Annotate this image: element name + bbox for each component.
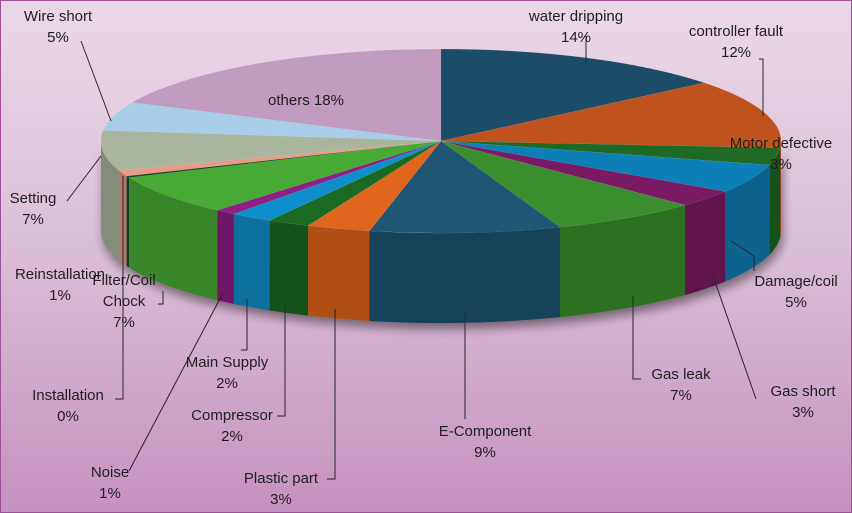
leader-line-compressor xyxy=(277,306,286,417)
leader-line-wire-short xyxy=(80,40,112,122)
data-label-reinstallation: Reinstallation 1% xyxy=(15,266,105,304)
pie-slice-main-supply[interactable] xyxy=(232,140,442,221)
data-label-e-component: E-Component 9% xyxy=(439,423,532,461)
pie-labels: water dripping 14% controller fault 12% Moto… xyxy=(10,8,838,508)
pie-side-installation xyxy=(126,176,130,268)
data-label-plastic-part: Plastic part 3% xyxy=(244,470,319,508)
leader-line-filter-coil-chock xyxy=(158,291,164,305)
pie-slice-controller-fault[interactable] xyxy=(440,82,782,149)
pie-slice-plastic-part[interactable] xyxy=(307,140,442,232)
pie-slice-water-dripping[interactable] xyxy=(440,48,706,142)
leader-line-controller-fault xyxy=(759,58,764,116)
pie-side-plastic-part xyxy=(308,225,370,321)
pie-slice-wire-short[interactable] xyxy=(102,102,442,142)
pie-side-damage-coil xyxy=(725,165,770,282)
data-label-wire-short: Wire short 5% xyxy=(24,8,93,46)
pie-slice-motor-defective[interactable] xyxy=(440,140,781,166)
data-label-noise: Noise 1% xyxy=(91,464,129,502)
pie-side-motor-defective xyxy=(769,147,781,256)
pie-slice-reinstallation[interactable] xyxy=(118,140,442,177)
pie-slice-compressor[interactable] xyxy=(268,140,442,226)
pie-slice-e-component[interactable] xyxy=(368,140,561,234)
data-label-gas-leak: Gas leak 7% xyxy=(651,366,711,404)
leader-line-main-supply xyxy=(241,299,248,351)
data-label-controller-fault: controller fault 12% xyxy=(689,23,784,61)
leader-line-noise xyxy=(128,292,224,472)
pie-slice-filter-coil-chock[interactable] xyxy=(128,140,442,211)
data-label-filter-coil-chock: Filter/Coil Chock 7% xyxy=(92,272,155,331)
pie-side-setting xyxy=(101,141,120,261)
data-label-installation: Installation 0% xyxy=(32,387,104,425)
pie-side-controller-fault xyxy=(780,141,781,238)
pie-slice-others[interactable] xyxy=(131,48,442,142)
pie-leader-lines xyxy=(66,36,764,480)
data-label-gas-short: Gas short 3% xyxy=(770,383,836,421)
pie-slice-installation[interactable] xyxy=(125,140,442,178)
pie-slice-noise[interactable] xyxy=(216,140,442,215)
data-label-damage-coil: Damage/coil 5% xyxy=(754,273,837,311)
leader-line-damage-coil xyxy=(730,240,755,271)
leader-line-gas-leak xyxy=(632,296,641,380)
pie-sides xyxy=(101,141,781,323)
pie-side-noise xyxy=(217,210,234,304)
leader-line-gas-short xyxy=(712,275,757,400)
pie-slice-gas-short[interactable] xyxy=(440,140,727,206)
pie-slice-setting[interactable] xyxy=(100,130,442,171)
pie-side-compressor xyxy=(269,220,309,316)
pie-slice-gas-leak[interactable] xyxy=(440,140,686,228)
data-label-main-supply: Main Supply 2% xyxy=(186,354,269,392)
pie-slice-damage-coil[interactable] xyxy=(440,140,770,192)
leader-line-plastic-part xyxy=(327,309,336,480)
pie-side-main-supply xyxy=(233,213,270,311)
pie-side-e-component xyxy=(369,227,560,323)
leader-line-installation xyxy=(115,176,124,400)
data-label-setting: Setting 7% xyxy=(10,190,57,228)
data-label-compressor: Compressor 2% xyxy=(191,407,273,445)
leader-line-setting xyxy=(66,155,102,202)
data-label-others: others 18% xyxy=(268,92,344,109)
data-label-water-dripping: water dripping 14% xyxy=(528,8,623,46)
pie-top xyxy=(100,48,782,234)
pie-side-gas-short xyxy=(685,191,726,296)
pie-side-filter-coil-chock xyxy=(129,177,218,301)
pie-side-gas-leak xyxy=(559,205,686,318)
data-label-motor-defective: Motor defective 3% xyxy=(730,135,833,173)
